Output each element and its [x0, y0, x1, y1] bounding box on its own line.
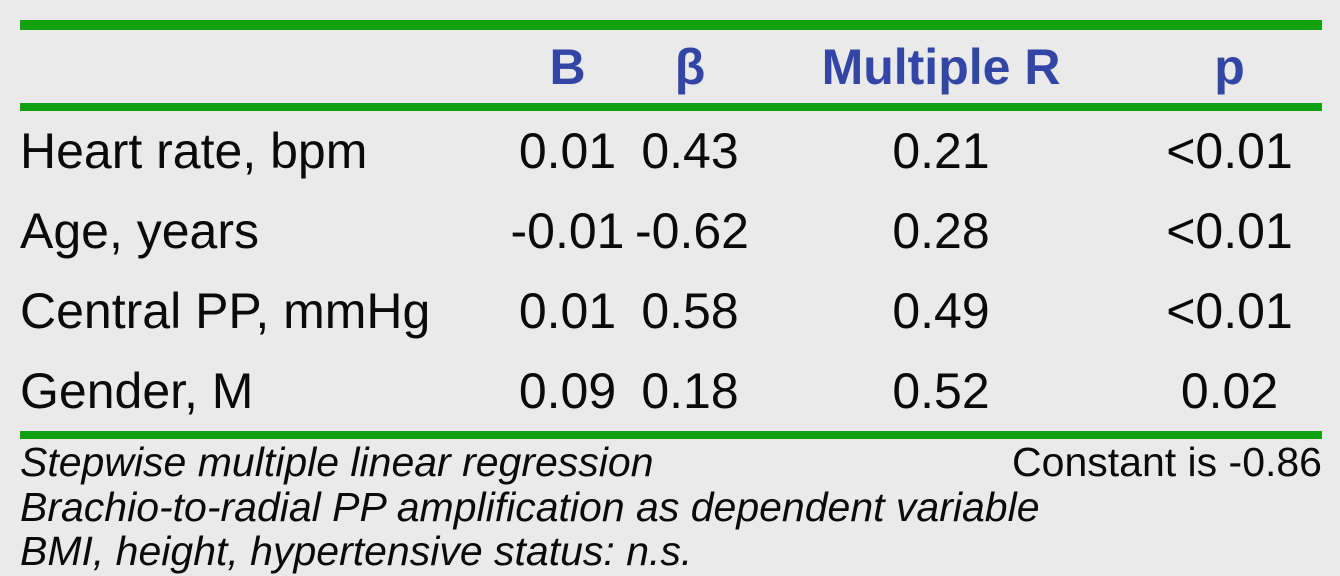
row-label: Age, years	[20, 203, 260, 259]
cell-beta: 0.58	[641, 283, 739, 339]
footnote-constant: Constant is -0.86	[1012, 438, 1322, 485]
footnote-method: Stepwise multiple linear regression	[20, 438, 654, 485]
cell-multiple-r: 0.28	[892, 203, 990, 259]
cell-b: 0.01	[518, 123, 617, 179]
table-header-row: B β Multiple R p	[20, 30, 1322, 103]
cell-beta: -0.62	[635, 203, 749, 259]
cell-b: -0.01	[510, 203, 625, 259]
header-multiple-r: Multiple R	[821, 38, 1061, 95]
table-row-heart-rate: Heart rate, bpm 0.01 0.43 0.21 <0.01	[20, 111, 1322, 191]
footer-divider-line	[20, 431, 1322, 439]
footnote-line-2: Brachio-to-radial PP amplification as de…	[20, 483, 1322, 530]
header-divider-line	[20, 103, 1322, 111]
header-p: p	[1214, 38, 1245, 95]
header-beta: β	[674, 38, 706, 95]
cell-beta: 0.18	[641, 363, 739, 419]
footnote-line-3: BMI, height, hypertensive status: n.s.	[20, 527, 1322, 574]
footnotes: Stepwise multiple linear regression Cons…	[20, 439, 1322, 574]
cell-multiple-r: 0.49	[892, 283, 990, 339]
cell-p: <0.01	[1166, 283, 1293, 339]
cell-multiple-r: 0.21	[892, 123, 990, 179]
footnote-line-1: Stepwise multiple linear regression Cons…	[20, 439, 1322, 485]
footnote-not-significant: BMI, height, hypertensive status: n.s.	[20, 527, 693, 574]
row-label: Heart rate, bpm	[20, 123, 368, 179]
cell-b: 0.01	[518, 283, 617, 339]
header-b: B	[549, 38, 586, 95]
row-label: Central PP, mmHg	[20, 283, 431, 339]
table-row-central-pp: Central PP, mmHg 0.01 0.58 0.49 <0.01	[20, 271, 1322, 351]
table-row-gender: Gender, M 0.09 0.18 0.52 0.02	[20, 351, 1322, 431]
cell-p: <0.01	[1166, 203, 1293, 259]
table-row-age: Age, years -0.01 -0.62 0.28 <0.01	[20, 191, 1322, 271]
cell-b: 0.09	[518, 363, 617, 419]
cell-p: <0.01	[1166, 123, 1293, 179]
cell-multiple-r: 0.52	[892, 363, 990, 419]
cell-beta: 0.43	[641, 123, 739, 179]
top-divider-line	[20, 20, 1322, 30]
row-label: Gender, M	[20, 363, 254, 419]
cell-p: 0.02	[1180, 363, 1279, 419]
footnote-dependent-variable: Brachio-to-radial PP amplification as de…	[20, 483, 1040, 530]
